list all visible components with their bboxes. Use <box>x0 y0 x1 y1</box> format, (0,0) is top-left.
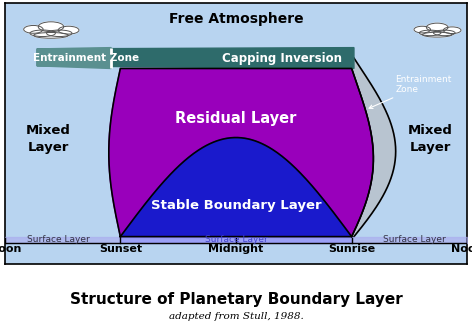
Text: Surface Layer: Surface Layer <box>383 235 446 245</box>
Text: Noon: Noon <box>0 245 21 254</box>
Polygon shape <box>109 69 373 237</box>
Text: Free Atmosphere: Free Atmosphere <box>169 12 303 26</box>
Polygon shape <box>120 138 352 237</box>
Text: Capping Inversion: Capping Inversion <box>222 51 342 65</box>
Text: Sunrise: Sunrise <box>328 245 375 254</box>
Ellipse shape <box>422 32 452 37</box>
Ellipse shape <box>38 22 64 32</box>
Ellipse shape <box>30 30 55 37</box>
Text: Entrainment
Zone: Entrainment Zone <box>369 75 452 109</box>
Text: Sunset: Sunset <box>99 245 142 254</box>
Text: adapted from Stull, 1988.: adapted from Stull, 1988. <box>169 312 303 321</box>
Text: Residual Layer: Residual Layer <box>175 111 297 125</box>
Text: Surface Layer: Surface Layer <box>205 235 267 245</box>
Polygon shape <box>37 48 354 69</box>
Text: Structure of Planetary Boundary Layer: Structure of Planetary Boundary Layer <box>70 292 402 307</box>
Ellipse shape <box>414 26 430 33</box>
Text: Midnight: Midnight <box>208 245 264 254</box>
Text: Surface Layer: Surface Layer <box>26 235 89 245</box>
Ellipse shape <box>34 32 68 38</box>
Text: Mixed
Layer: Mixed Layer <box>26 124 71 154</box>
Ellipse shape <box>433 30 455 36</box>
Ellipse shape <box>426 23 448 32</box>
Ellipse shape <box>58 26 79 34</box>
Ellipse shape <box>419 30 441 36</box>
Text: Mixed
Layer: Mixed Layer <box>408 124 453 154</box>
Ellipse shape <box>24 25 43 33</box>
Ellipse shape <box>47 30 72 37</box>
Polygon shape <box>352 58 396 237</box>
Text: Stable Boundary Layer: Stable Boundary Layer <box>151 199 321 212</box>
Text: Entrainment Zone: Entrainment Zone <box>33 53 139 63</box>
Ellipse shape <box>443 27 461 34</box>
Polygon shape <box>37 48 111 69</box>
Text: Noon: Noon <box>451 245 472 254</box>
